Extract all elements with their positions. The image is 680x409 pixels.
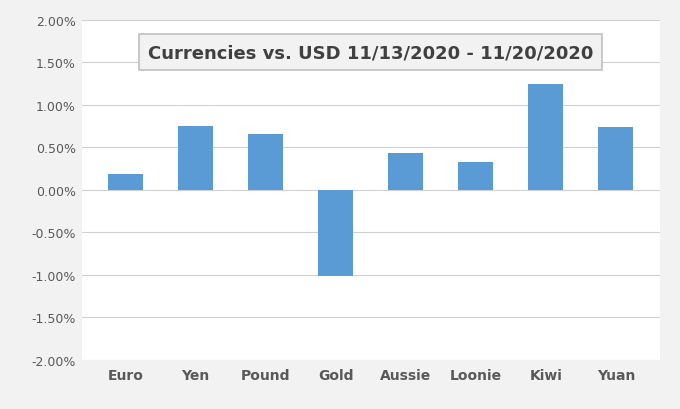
Bar: [598, 127, 633, 190]
Bar: [388, 154, 423, 190]
Bar: [458, 163, 493, 190]
Bar: [528, 85, 563, 190]
Text: Currencies vs. USD 11/13/2020 - 11/20/2020: Currencies vs. USD 11/13/2020 - 11/20/20…: [148, 44, 593, 62]
Bar: [318, 190, 353, 277]
Bar: [248, 134, 283, 190]
Bar: [108, 175, 143, 190]
Bar: [178, 126, 213, 190]
